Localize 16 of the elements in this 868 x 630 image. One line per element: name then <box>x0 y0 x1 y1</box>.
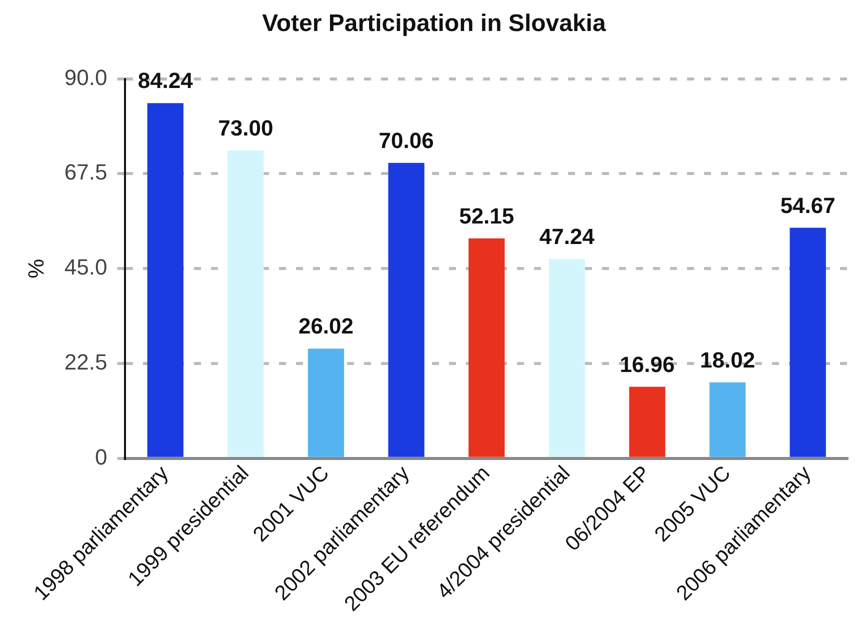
y-tick-label: 90.0 <box>64 64 108 90</box>
y-tick-label: 45.0 <box>64 254 108 280</box>
data-label: 26.02 <box>298 314 354 339</box>
y-tick-label: 67.5 <box>64 160 108 185</box>
data-label: 54.67 <box>780 192 836 218</box>
y-axis-title: % <box>23 258 48 278</box>
data-label: 16.96 <box>620 352 675 377</box>
data-label: 52.15 <box>459 203 514 228</box>
data-label: 18.02 <box>700 347 756 372</box>
y-tick-label: 0 <box>94 444 108 470</box>
data-label: 47.24 <box>539 224 596 250</box>
data-label: 84.24 <box>138 68 194 94</box>
y-tick-label: 22.5 <box>64 350 108 375</box>
chart-title: Voter Participation in Slovakia <box>262 10 606 38</box>
data-label: 73.00 <box>218 116 274 141</box>
data-label: 70.06 <box>378 128 434 153</box>
